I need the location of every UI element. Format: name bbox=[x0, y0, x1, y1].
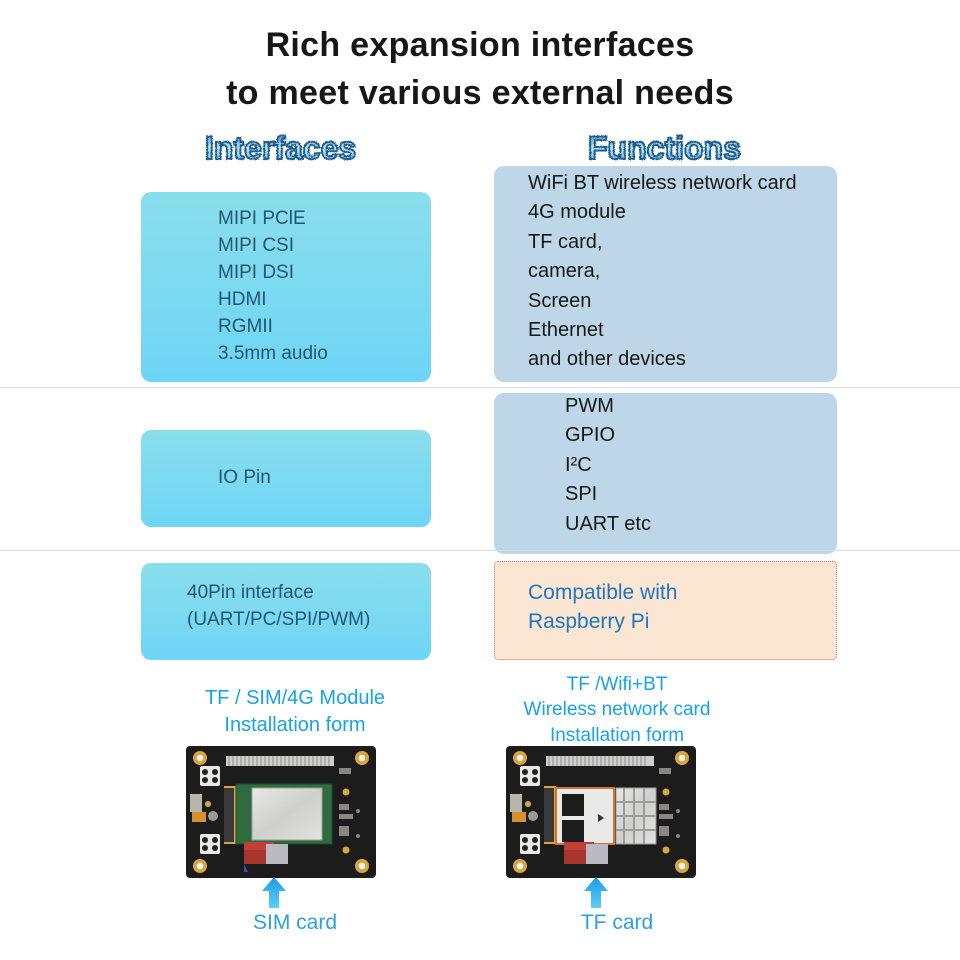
svg-text:Functions: Functions bbox=[588, 130, 741, 166]
svg-text:Interfaces: Interfaces bbox=[205, 130, 356, 166]
